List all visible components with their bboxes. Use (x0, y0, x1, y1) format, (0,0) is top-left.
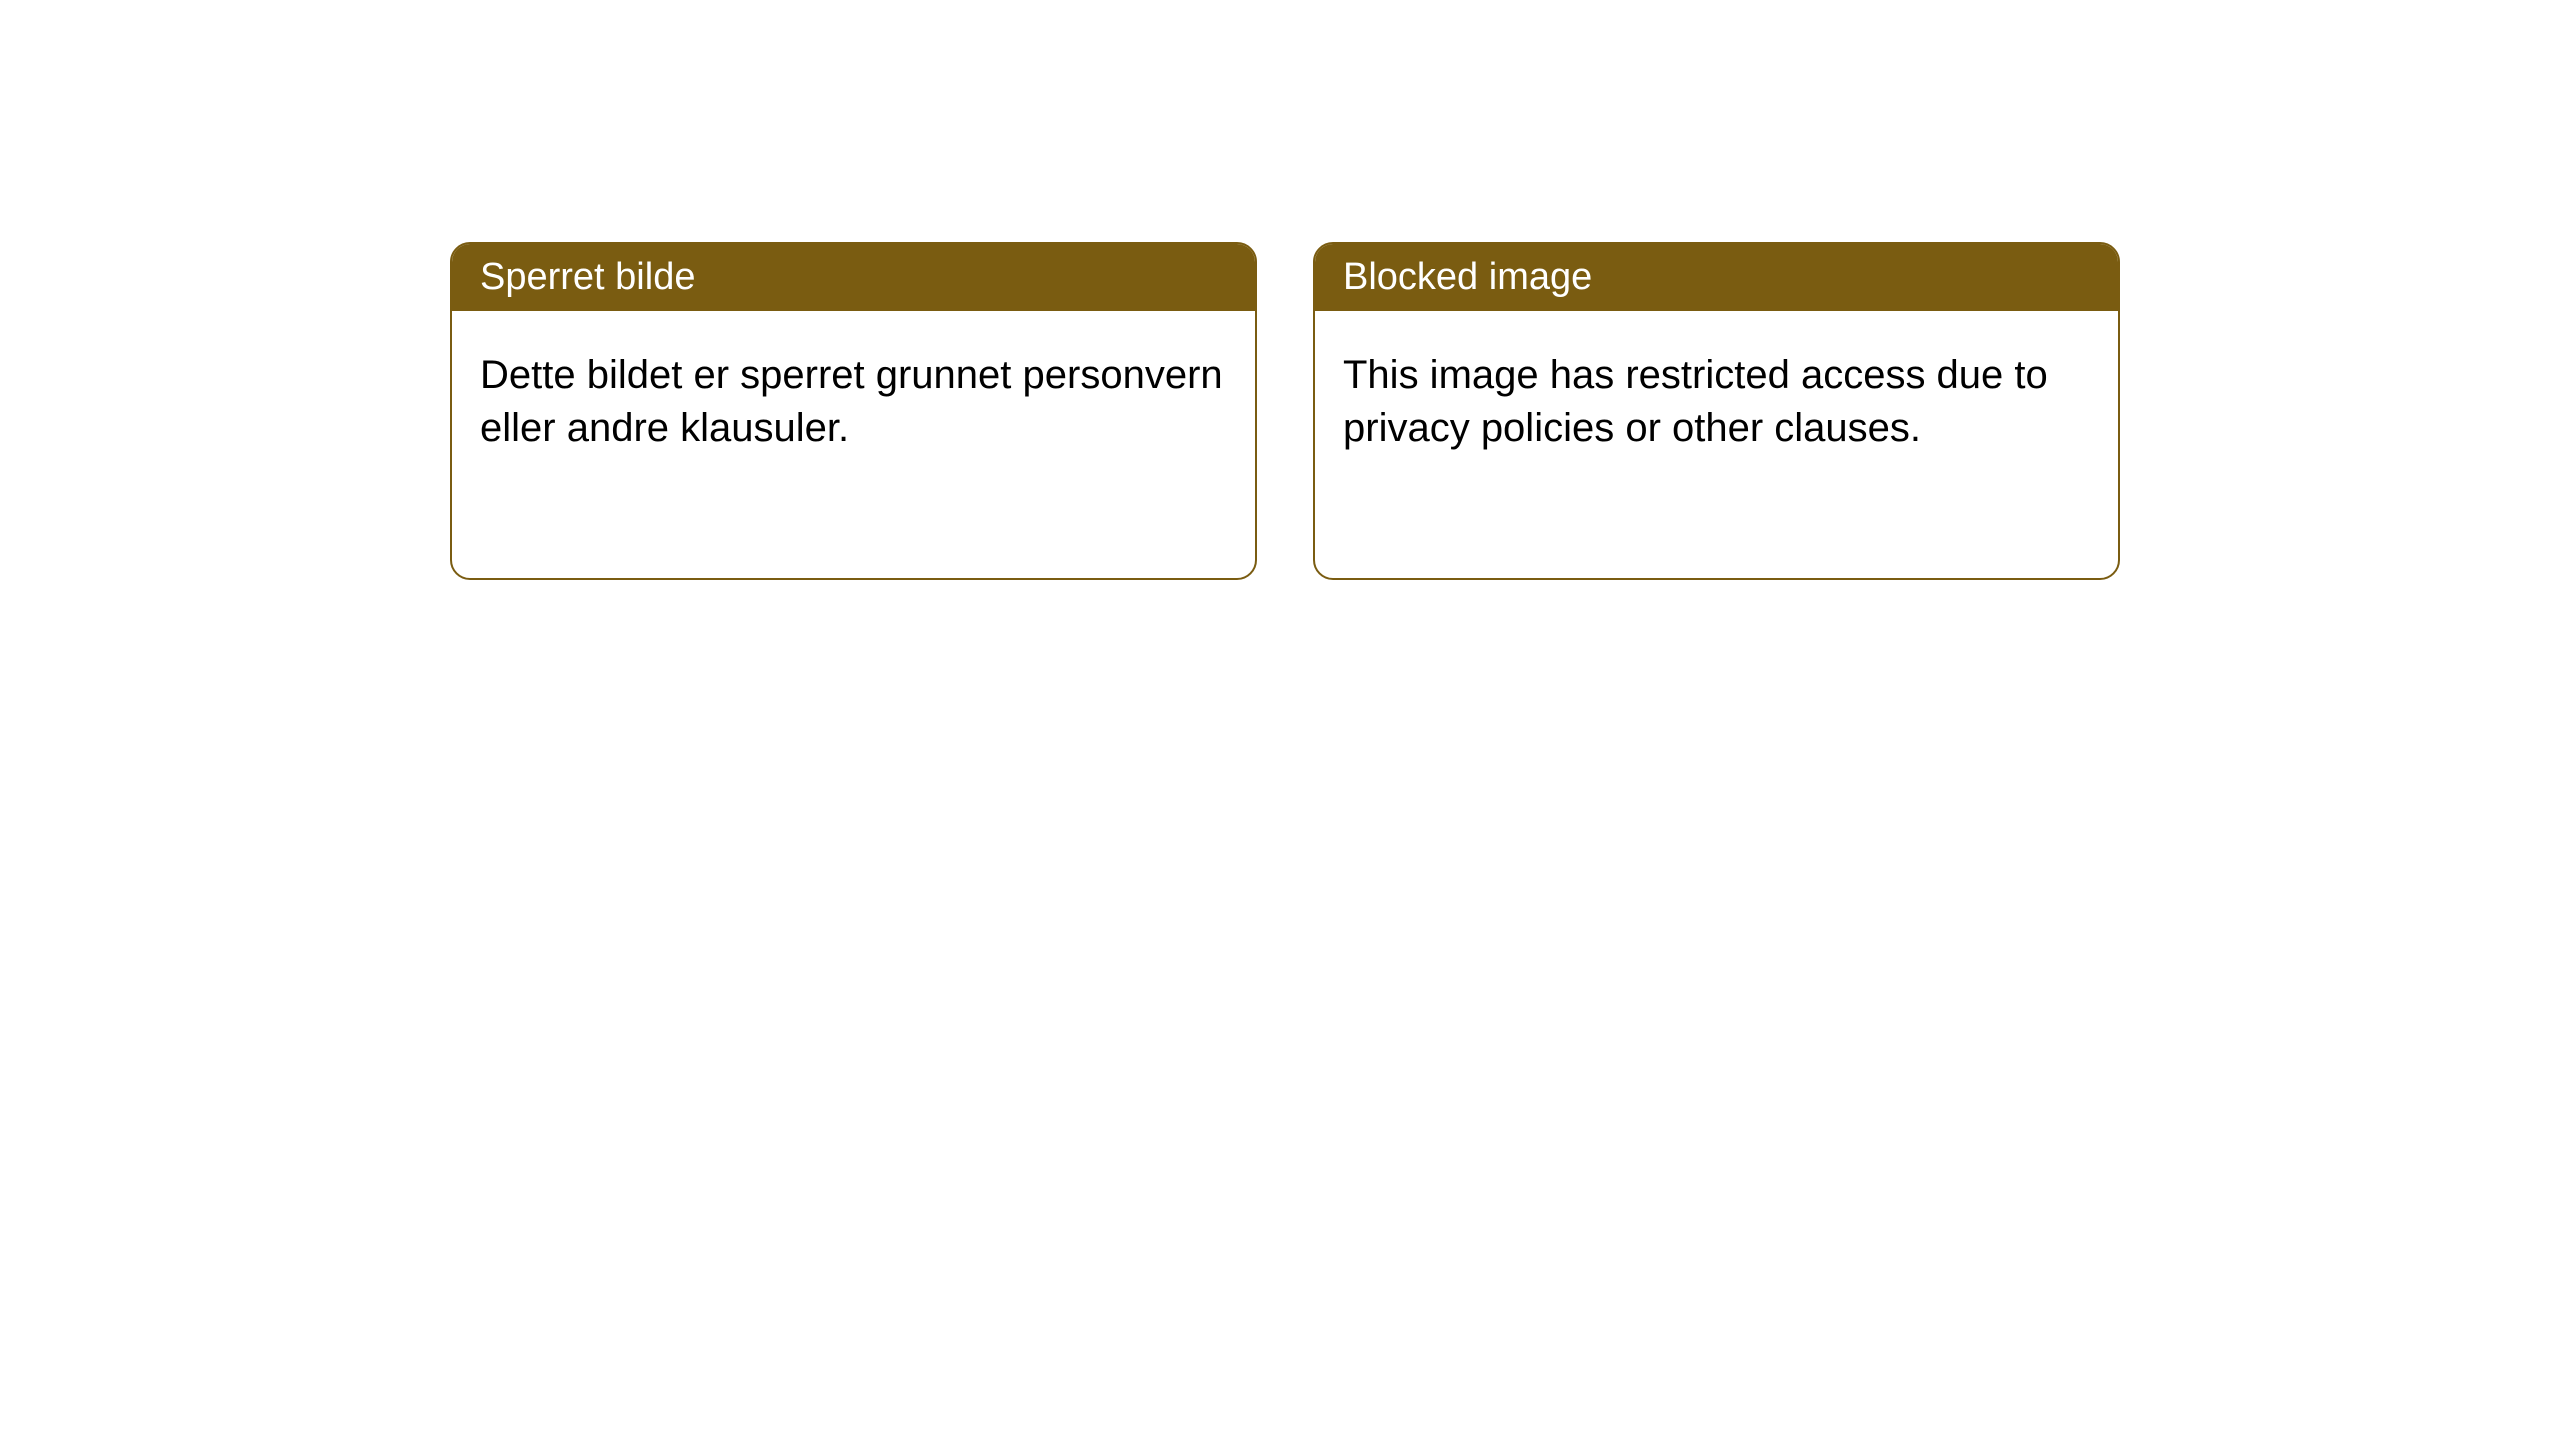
notice-card-norwegian: Sperret bilde Dette bildet er sperret gr… (450, 242, 1257, 580)
card-body-text: Dette bildet er sperret grunnet personve… (480, 353, 1223, 450)
notice-card-english: Blocked image This image has restricted … (1313, 242, 2120, 580)
card-header: Blocked image (1315, 244, 2118, 311)
card-title: Sperret bilde (480, 256, 695, 298)
card-body-text: This image has restricted access due to … (1343, 353, 2048, 450)
card-body: This image has restricted access due to … (1315, 311, 2118, 493)
card-title: Blocked image (1343, 256, 1592, 298)
notice-container: Sperret bilde Dette bildet er sperret gr… (0, 0, 2560, 580)
card-header: Sperret bilde (452, 244, 1255, 311)
card-body: Dette bildet er sperret grunnet personve… (452, 311, 1255, 493)
